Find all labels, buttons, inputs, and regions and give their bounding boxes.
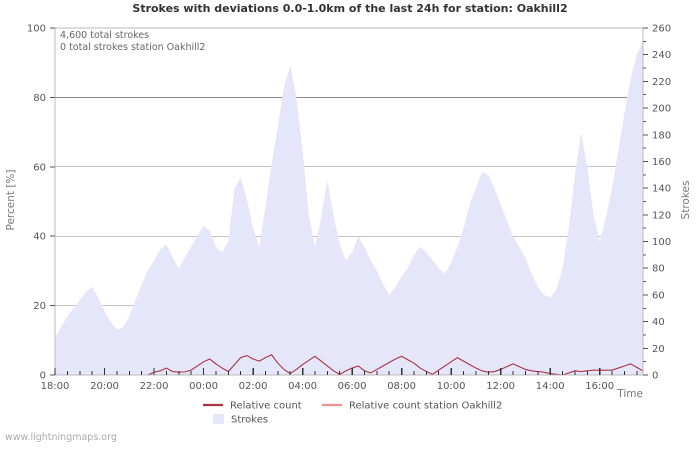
- y-axis-right-ticks: 0 20 40 60 80 100 120 140 160 180 200 220 240 260: [643, 24, 671, 382]
- svg-text:14:00: 14:00: [536, 381, 565, 392]
- svg-text:10:00: 10:00: [437, 381, 466, 392]
- svg-text:80: 80: [652, 264, 665, 275]
- x-axis-label: Time: [616, 388, 643, 400]
- svg-text:Relative count: Relative count: [230, 401, 302, 412]
- svg-text:Relative count station Oakhill: Relative count station Oakhill2: [349, 401, 502, 412]
- svg-text:60: 60: [33, 162, 46, 173]
- svg-text:22:00: 22:00: [140, 381, 169, 392]
- svg-text:200: 200: [652, 104, 671, 115]
- x-axis-ticks: 18:00 20:00 22:00 00:00 02:00 04:00 06:00 08:00…: [41, 368, 638, 392]
- svg-text:06:00: 06:00: [338, 381, 367, 392]
- watermark-link: www.lightningmaps.org: [5, 432, 117, 443]
- svg-text:20: 20: [652, 344, 665, 355]
- strokes-area-series: [55, 41, 643, 375]
- svg-text:04:00: 04:00: [288, 381, 317, 392]
- y-axis-left-label: Percent [%]: [5, 169, 17, 230]
- svg-text:180: 180: [652, 130, 671, 141]
- svg-text:160: 160: [652, 157, 671, 168]
- svg-text:80: 80: [33, 93, 46, 104]
- annotation-station-strokes: 0 total strokes station Oakhill2: [60, 42, 205, 53]
- svg-text:18:00: 18:00: [41, 381, 70, 392]
- chart-legend: Relative count Relative count station Oak…: [203, 401, 502, 426]
- svg-text:60: 60: [652, 290, 665, 301]
- svg-text:140: 140: [652, 184, 671, 195]
- svg-text:20: 20: [33, 301, 46, 312]
- svg-text:100: 100: [652, 237, 671, 248]
- svg-text:08:00: 08:00: [387, 381, 416, 392]
- svg-text:220: 220: [652, 77, 671, 88]
- svg-text:16:00: 16:00: [585, 381, 614, 392]
- annotation-total-strokes: 4,600 total strokes: [60, 30, 149, 41]
- svg-text:12:00: 12:00: [486, 381, 515, 392]
- y-axis-left-ticks: 0 20 40 60 80 100: [27, 24, 55, 382]
- svg-text:40: 40: [652, 317, 665, 328]
- svg-text:0: 0: [40, 371, 46, 382]
- svg-text:120: 120: [652, 210, 671, 221]
- svg-text:260: 260: [652, 24, 671, 35]
- svg-text:240: 240: [652, 50, 671, 61]
- svg-text:0: 0: [652, 371, 658, 382]
- svg-text:00:00: 00:00: [189, 381, 218, 392]
- svg-text:40: 40: [33, 232, 46, 243]
- y-axis-right-label: Strokes: [680, 181, 692, 220]
- relative-count-line-series: [55, 354, 644, 376]
- svg-text:20:00: 20:00: [90, 381, 119, 392]
- chart-title: Strokes with deviations 0.0-1.0km of the…: [132, 2, 568, 15]
- svg-text:Strokes: Strokes: [231, 415, 268, 426]
- svg-text:02:00: 02:00: [239, 381, 268, 392]
- svg-text:100: 100: [27, 24, 46, 35]
